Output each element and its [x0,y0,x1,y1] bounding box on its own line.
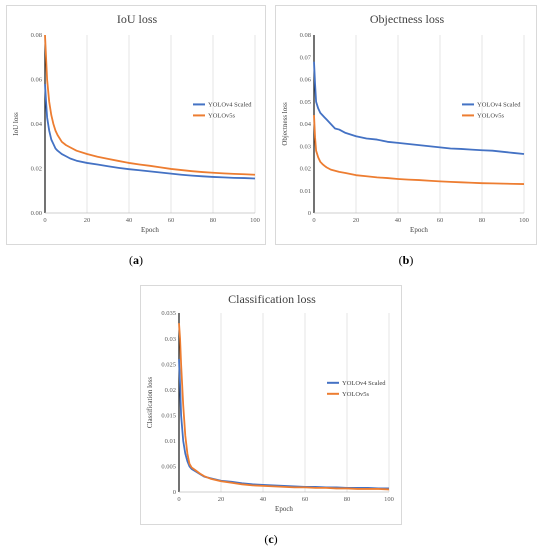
x-tick-label: 100 [250,217,260,224]
chart-objectness-loss: Objectness loss 0 20 40 60 80 100 0 0.01 0.02 0.03… [281,12,529,234]
y-tick-label: 0.005 [161,464,176,471]
x-tick-label: 40 [395,217,402,224]
x-tick-label: 100 [519,217,529,224]
x-tick-label: 0 [43,217,46,224]
y-axis-label: Objectness loss [281,102,289,146]
legend-label: YOLOv5s [342,391,370,398]
y-tick-label: 0.015 [161,412,176,419]
chart-title: Classification loss [228,292,316,306]
series-line-yolov5s [313,115,525,185]
chart-panel-classification: Classification loss 0 20 40 60 80 100 0 0.005 0.0… [140,285,402,525]
y-tick-label: 0.06 [31,77,43,84]
y-tick-label: 0.06 [300,77,312,84]
chart-panel-objectness: Objectness loss 0 20 40 60 80 100 0 0.01 0.02 0.03… [275,5,537,245]
chart-title: Objectness loss [370,12,445,26]
series-line-yolov4-scaled [44,83,256,180]
x-tick-label: 20 [84,217,91,224]
x-axis-label: Epoch [141,226,159,234]
chart-panel-iou: IoU loss 0 20 40 60 80 100 0.00 0.02 0.04 0.06 0.08… [6,5,266,245]
x-axis-label: Epoch [410,226,428,234]
y-tick-label: 0 [173,489,176,496]
x-tick-label: 40 [260,496,267,503]
y-tick-label: 0.02 [300,166,311,173]
x-tick-label: 60 [302,496,309,503]
chart-classification-loss: Classification loss 0 20 40 60 80 100 0 0.005 0.0… [146,292,394,513]
chart-iou-loss: IoU loss 0 20 40 60 80 100 0.00 0.02 0.04 0.06 0.08… [12,12,260,234]
y-tick-label: 0.025 [161,361,176,368]
y-tick-label: 0.04 [300,121,312,128]
caption-a: (a) [129,253,143,267]
x-tick-label: 40 [126,217,133,224]
y-axis-label: IoU loss [12,112,20,136]
y-tick-label: 0.02 [31,166,42,173]
y-tick-label: 0 [308,210,311,217]
y-tick-label: 0.035 [161,310,176,317]
legend-label: YOLOv4 Scaled [208,102,252,109]
y-tick-label: 0.01 [165,438,176,445]
series-line-yolov5s [178,323,390,491]
x-tick-label: 60 [437,217,444,224]
legend-label: YOLOv5s [477,113,505,120]
x-tick-label: 80 [210,217,217,224]
x-tick-label: 80 [479,217,486,224]
chart-title: IoU loss [117,12,158,26]
legend-label: YOLOv5s [208,113,236,120]
x-tick-label: 100 [384,496,394,503]
y-tick-label: 0.03 [300,143,311,150]
y-tick-label: 0.01 [300,188,311,195]
y-tick-label: 0.02 [165,387,176,394]
legend-label: YOLOv4 Scaled [342,380,386,387]
x-tick-label: 20 [353,217,360,224]
y-axis-label: Classification loss [146,377,154,428]
x-axis-label: Epoch [275,505,293,513]
series-line-yolov4-scaled [313,61,525,155]
y-tick-label: 0.04 [31,121,43,128]
legend-label: YOLOv4 Scaled [477,102,521,109]
x-tick-label: 60 [168,217,175,224]
y-tick-label: 0.03 [165,336,176,343]
caption-b: (b) [398,253,414,267]
y-tick-label: 0.07 [300,54,312,61]
caption-c: (c) [264,532,278,546]
y-tick-label: 0.08 [300,32,311,39]
y-tick-label: 0.00 [31,210,42,217]
series-line-yolov5s [44,34,256,176]
x-tick-label: 0 [312,217,315,224]
y-tick-label: 0.08 [31,32,42,39]
x-tick-label: 0 [177,496,180,503]
y-tick-label: 0.05 [300,99,311,106]
x-tick-label: 80 [344,496,351,503]
series-line-yolov4-scaled [178,358,389,490]
x-tick-label: 20 [218,496,225,503]
